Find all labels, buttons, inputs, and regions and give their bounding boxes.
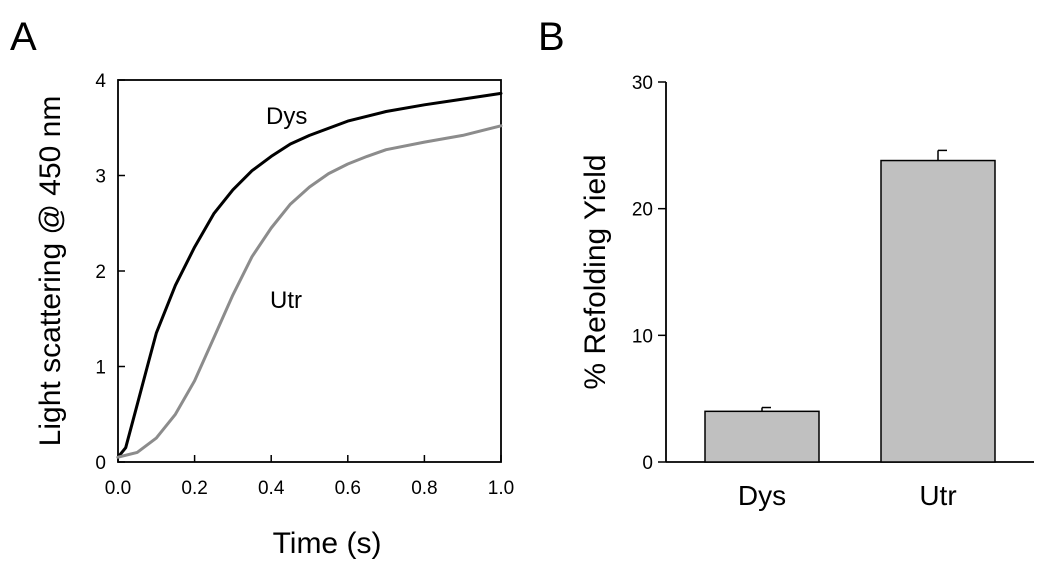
panel-b-y-tick-label: 20 [632,200,653,221]
panel-b-y-ticks: 0 10 20 30 [632,73,666,474]
panel-b-bars [704,149,996,463]
panel-a-series [116,91,503,459]
panel-a-y-tick-label: 0 [95,453,106,474]
panel-b-bar-chart: 0 10 20 30 Dys Utr % Refolding Yield [579,73,1034,511]
panel-a-x-ticks: 0.0 0.2 0.4 0.6 0.8 1.0 [105,455,514,499]
category-label-dys: Dys [738,480,786,511]
panel-b-y-tick-label: 10 [632,326,653,347]
bar-dys [704,410,820,463]
panel-a-y-ticks: 0 1 2 3 4 [95,71,125,474]
panel-a-x-tick-label: 0.2 [181,478,207,499]
series-line-dys [116,91,503,459]
bar-utr [880,159,996,463]
panel-a-letter: A [10,15,37,59]
panel-a-y-tick-label: 2 [95,262,106,283]
panel-b-y-tick-label: 0 [642,453,653,474]
panel-a-x-tick-label: 0.4 [258,478,285,499]
panel-a-x-axis-title: Time (s) [273,527,382,560]
series-label-dys: Dys [266,103,307,130]
panel-a-x-tick-label: 0.6 [335,478,361,499]
panel-a-y-tick-label: 4 [95,71,106,92]
series-line-utr [116,124,503,459]
panel-b-category-labels: Dys Utr [738,480,957,511]
series-label-utr: Utr [270,287,302,314]
panel-a-y-tick-label: 3 [95,167,106,188]
category-label-utr: Utr [919,480,956,511]
panel-a-y-tick-label: 1 [95,358,106,379]
panel-a-y-axis-title: Light scattering @ 450 nm [34,96,67,447]
panel-b-y-tick-label: 30 [632,73,653,94]
panel-a-line-chart: 0 1 2 3 4 0.0 0.2 0.4 0.6 0.8 1.0 Light scatterin… [34,71,514,560]
panel-a-x-tick-label: 0.0 [105,478,131,499]
panel-a-x-tick-label: 0.8 [411,478,437,499]
panel-b-y-axis-title: % Refolding Yield [579,154,612,389]
panel-a-x-tick-label: 1.0 [488,478,514,499]
panel-b-letter: B [538,15,565,59]
